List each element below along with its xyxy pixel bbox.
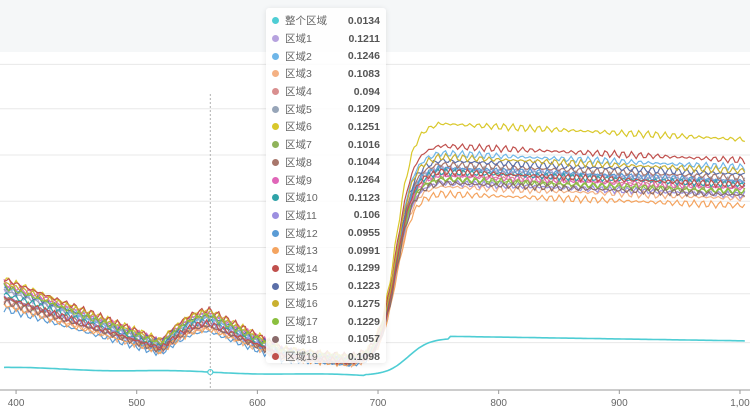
tooltip-row: 整个区域 0.0134 [272, 12, 380, 30]
tooltip-row: 区域9 0.1264 [272, 171, 380, 189]
series-value: 0.0955 [347, 227, 380, 240]
series-value: 0.1209 [347, 103, 380, 116]
series-value: 0.0991 [347, 244, 380, 257]
series-color-dot [272, 88, 279, 96]
series-name: 区域6 [285, 121, 312, 134]
series-value: 0.1246 [347, 50, 380, 63]
series-color-dot [272, 318, 279, 326]
series-name: 区域10 [285, 192, 318, 205]
tooltip-row: 区域2 0.1246 [272, 47, 380, 65]
series-name: 区域14 [285, 262, 318, 275]
series-value: 0.1123 [348, 191, 380, 204]
series-value: 0.1299 [347, 262, 380, 275]
series-value: 0.1016 [347, 138, 380, 151]
tooltip-row: 区域16 0.1275 [272, 295, 380, 313]
series-color-dot [272, 335, 279, 343]
series-line [3, 335, 745, 377]
series-name: 区域2 [285, 50, 312, 63]
series-name: 区域4 [285, 86, 312, 99]
tooltip-row: 区域1 0.1211 [272, 30, 380, 48]
series-name: 区域8 [285, 156, 312, 169]
series-value: 0.106 [353, 209, 380, 222]
x-tick-label: 600 [249, 398, 266, 409]
tooltip-row: 区域5 0.1209 [272, 100, 380, 118]
series-color-dot [272, 211, 279, 219]
series-color-dot [272, 17, 279, 25]
tooltip-row: 区域19 0.1098 [272, 348, 380, 363]
x-tick-label: 500 [128, 398, 145, 409]
series-name: 区域16 [285, 298, 318, 311]
series-color-dot [272, 52, 279, 60]
series-color-dot [272, 264, 279, 272]
series-value: 0.1057 [347, 333, 380, 346]
series-color-dot [272, 353, 279, 361]
tooltip-row: 区域8 0.1044 [272, 154, 380, 172]
series-name: 区域19 [285, 351, 318, 363]
series-color-dot [272, 176, 279, 184]
tooltip-row: 区域12 0.0955 [272, 224, 380, 242]
series-name: 区域7 [285, 139, 312, 152]
x-tick-label: 700 [370, 398, 387, 409]
series-color-dot [272, 247, 279, 255]
x-tick-label: 800 [490, 398, 507, 409]
tooltip-row: 区域13 0.0991 [272, 242, 380, 260]
series-name: 区域1 [285, 33, 312, 46]
series-color-dot [272, 282, 279, 290]
series-value: 0.1229 [347, 315, 380, 328]
tooltip-row: 区域18 0.1057 [272, 330, 380, 348]
tooltip-row: 区域11 0.106 [272, 207, 380, 225]
series-name: 区域11 [285, 209, 317, 222]
series-name: 区域5 [285, 103, 312, 116]
series-value: 0.1098 [347, 350, 380, 363]
series-color-dot [272, 35, 279, 43]
series-value: 0.0134 [347, 14, 380, 27]
x-tick-label: 1,00 [730, 398, 750, 409]
series-color-dot [272, 141, 279, 149]
series-color-dot [272, 300, 279, 308]
series-name: 整个区域 [285, 15, 327, 28]
series-value: 0.1251 [347, 120, 380, 133]
series-value: 0.1275 [347, 297, 380, 310]
tooltip-row: 区域6 0.1251 [272, 118, 380, 136]
tooltip-row: 区域10 0.1123 [272, 189, 380, 207]
x-tick-label: 400 [8, 398, 25, 409]
tooltip-row: 区域14 0.1299 [272, 260, 380, 278]
series-value: 0.1264 [347, 174, 380, 187]
series-value: 0.1083 [347, 67, 380, 80]
tooltip-row: 区域15 0.1223 [272, 277, 380, 295]
series-color-dot [272, 229, 279, 237]
series-value: 0.1044 [347, 156, 380, 169]
series-name: 区域18 [285, 333, 318, 346]
series-name: 区域17 [285, 316, 318, 329]
x-tick-label: 900 [611, 398, 628, 409]
series-name: 区域9 [285, 174, 312, 187]
tooltip-row: 区域4 0.094 [272, 83, 380, 101]
series-color-dot [272, 158, 279, 166]
series-value: 0.094 [353, 85, 380, 98]
series-value: 0.1211 [348, 32, 380, 45]
series-name: 区域13 [285, 245, 318, 258]
series-color-dot [272, 194, 279, 202]
x-axis: 400 500 600 700 800 900 1,00 [8, 390, 750, 409]
series-name: 区域12 [285, 227, 318, 240]
tooltip-row: 区域3 0.1083 [272, 65, 380, 83]
series-name: 区域3 [285, 68, 312, 81]
series-color-dot [272, 70, 279, 78]
series-value: 0.1223 [347, 280, 380, 293]
series-color-dot [272, 123, 279, 131]
series-color-dot [272, 105, 279, 113]
tooltip-row: 区域17 0.1229 [272, 313, 380, 331]
hover-tooltip: 整个区域 0.0134 区域1 0.1211 区域2 0.1246 区域3 0.1083 区域4… [266, 8, 386, 363]
series-name: 区域15 [285, 280, 318, 293]
tooltip-row: 区域7 0.1016 [272, 136, 380, 154]
